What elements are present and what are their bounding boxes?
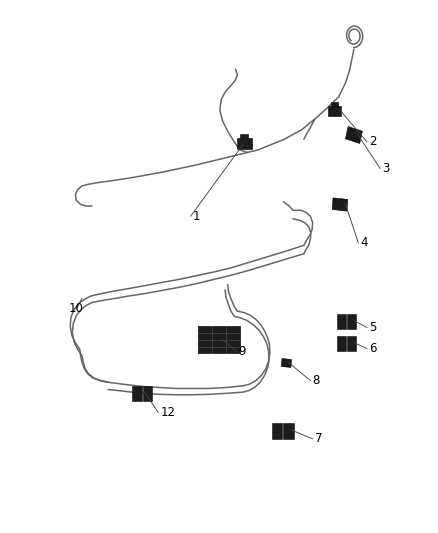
Bar bbox=[143, 386, 152, 401]
Text: 5: 5 bbox=[369, 321, 377, 334]
Text: 1: 1 bbox=[193, 209, 201, 223]
Bar bbox=[346, 126, 362, 143]
Bar bbox=[237, 138, 252, 149]
Bar bbox=[347, 336, 357, 351]
Bar bbox=[336, 336, 346, 351]
Text: 10: 10 bbox=[69, 302, 84, 316]
Text: 9: 9 bbox=[239, 345, 246, 358]
Bar bbox=[331, 102, 338, 106]
Bar bbox=[272, 423, 282, 439]
Bar bbox=[198, 326, 240, 353]
Bar bbox=[336, 314, 346, 329]
Text: 2: 2 bbox=[369, 135, 377, 148]
Bar bbox=[347, 314, 357, 329]
Text: 3: 3 bbox=[382, 162, 389, 175]
Text: 8: 8 bbox=[313, 374, 320, 387]
Text: 12: 12 bbox=[160, 406, 175, 419]
Bar bbox=[328, 106, 341, 116]
Text: 4: 4 bbox=[360, 236, 368, 249]
Bar bbox=[240, 134, 248, 138]
Bar bbox=[132, 386, 142, 401]
Text: 6: 6 bbox=[369, 342, 377, 355]
Bar bbox=[332, 198, 348, 211]
Bar bbox=[281, 359, 292, 367]
Text: 7: 7 bbox=[315, 432, 322, 446]
Bar bbox=[283, 423, 293, 439]
